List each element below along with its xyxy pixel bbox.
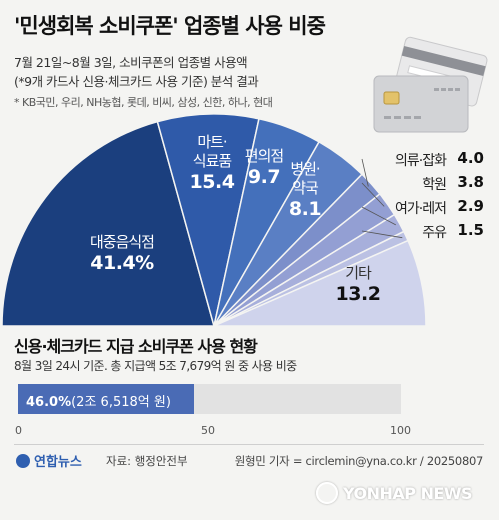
slice-value-hospital: 8.1 [288,198,322,220]
slice-name-hospital-2: 약국 [292,179,319,197]
credit-card-illustration [373,36,488,133]
watermark: YONHAP NEWS [316,482,473,504]
half-pie-chart [1,113,427,327]
slice-label-mart: 마트· 식료품 15.4 [172,133,252,193]
subtitle-line-1: 7월 21일~8월 3일, 소비쿠폰의 업종별 사용액 [14,55,248,70]
leader-line-fuel [361,230,403,239]
slice-name-mart-1: 마트· [197,133,227,151]
front-card-icon [373,75,469,133]
slice-name-hospital-1: 병원· [290,160,320,178]
slice-value-restaurants: 41.4% [90,252,154,274]
leader-line-leisure [361,206,396,226]
slice-label-other: 기타 13.2 [324,264,392,305]
usage-bar-title: 신용·체크카드 지급 소비쿠폰 사용 현황 [14,337,258,356]
watermark-icon [316,482,338,504]
bar-tick-50: 50 [201,424,215,437]
legend-value-leisure: 2.9 [457,197,484,215]
yonhap-logo-icon [16,454,30,468]
chart-title: '민생회복 소비쿠폰' 업종별 사용 비중 [14,14,326,38]
legend-name-leisure: 여가·레저 [395,201,447,217]
legend-name-academy: 학원 [422,177,447,193]
slice-name-convenience: 편의점 [244,147,284,165]
footer-divider [14,444,484,445]
watermark-text: YONHAP NEWS [343,484,473,503]
pie-slice-restaurants [1,120,215,327]
yonhap-logo: 연합뉴스 [16,451,82,470]
legend-value-academy: 3.8 [457,173,484,191]
slice-name-mart-2: 식료품 [192,152,232,170]
leader-line-clothing [361,158,369,187]
slice-value-mart: 15.4 [189,171,235,193]
slice-value-convenience: 9.7 [247,166,281,188]
legend-name-fuel: 주유 [422,225,447,241]
bar-tick-0: 0 [15,424,22,437]
legend-value-fuel: 1.5 [457,221,484,239]
legend-name-clothing: 의류·잡화 [395,153,447,169]
subtitle-line-2: (*9개 카드사 신용·체크카드 사용 기준) 분석 결과 [14,74,259,89]
slice-name-restaurants: 대중음식점 [89,233,155,251]
pie-slice-mart [156,113,260,327]
yonhap-logo-text: 연합뉴스 [34,455,82,470]
data-source: 자료: 행정안전부 [106,454,188,468]
usage-bar-label: 46.0%(2조 6,518억 원) [26,391,171,410]
slice-label-convenience: 편의점 9.7 [232,147,296,188]
usage-bar-amount: (2조 6,518억 원) [71,395,171,410]
usage-bar-subtitle: 8월 3일 24시 기준. 총 지급액 5조 7,679억 원 중 사용 비중 [14,359,297,373]
slice-label-restaurants: 대중음식점 41.4% [58,233,186,274]
bar-tick-100: 100 [390,424,411,437]
slice-name-other: 기타 [345,264,372,282]
pie-slice-other [213,239,427,327]
leader-line-academy [361,182,385,207]
slice-label-hospital: 병원· 약국 8.1 [274,160,336,220]
legend-value-clothing: 4.0 [457,149,484,167]
usage-bar-track: 46.0%(2조 6,518억 원) [18,384,401,414]
usage-bar-fill [18,384,195,414]
card-companies-note: * KB국민, 우리, NH농협, 롯데, 비씨, 삼성, 신한, 하나, 현대 [14,96,273,109]
reporter-credit: 원형민 기자 = circlemin@yna.co.kr / 20250807 [234,454,484,468]
slice-value-other: 13.2 [335,283,381,305]
usage-bar-percent: 46.0% [26,395,72,410]
